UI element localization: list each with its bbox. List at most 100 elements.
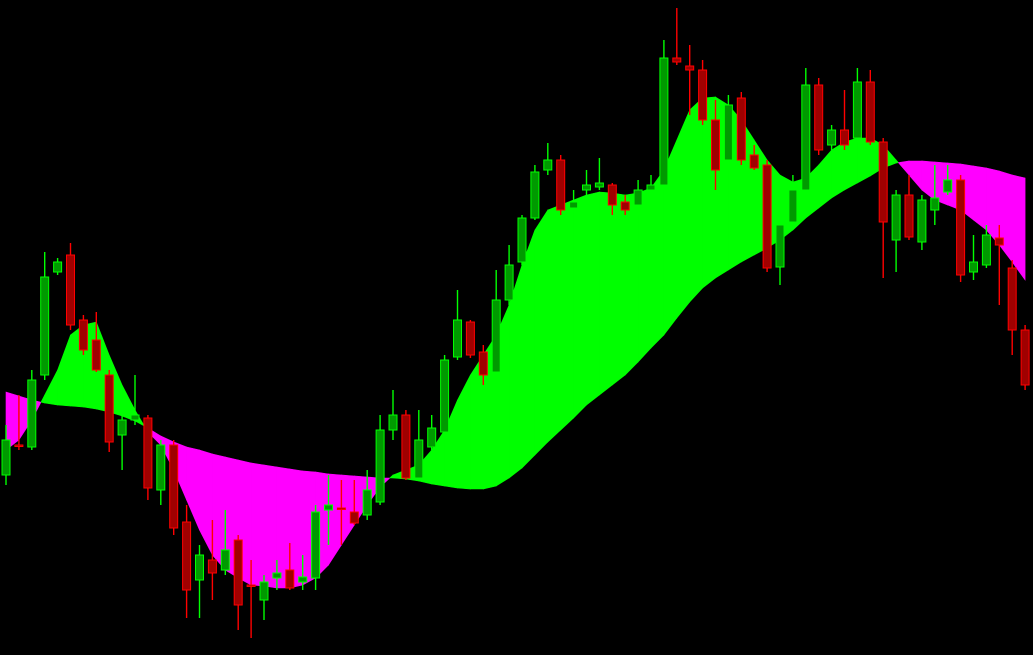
candle-body xyxy=(891,194,901,241)
cloud-segment xyxy=(650,169,665,349)
candle-body xyxy=(324,504,333,511)
candle-body xyxy=(491,299,501,373)
candle-body xyxy=(878,141,888,223)
candle-body xyxy=(311,511,321,579)
candle-body xyxy=(736,97,746,161)
candle-body xyxy=(633,189,643,206)
candle-body xyxy=(504,264,514,301)
candle-body xyxy=(582,184,591,191)
candle-body xyxy=(852,81,862,139)
cloud-segment xyxy=(534,208,549,456)
candle-body xyxy=(659,57,669,186)
candle-body xyxy=(259,581,269,601)
candle-body xyxy=(801,84,811,191)
candle-body xyxy=(362,489,372,516)
candle-body xyxy=(646,184,656,191)
candle-body xyxy=(14,444,24,447)
candle-body xyxy=(607,184,617,206)
candle-body xyxy=(788,189,798,223)
candle-body xyxy=(53,261,63,273)
candle-body xyxy=(930,197,940,211)
candle-body xyxy=(233,539,243,606)
candle-body xyxy=(672,57,682,63)
candle-body xyxy=(711,119,720,171)
candle-body xyxy=(827,129,837,146)
cloud-segment xyxy=(844,137,858,191)
candle-body xyxy=(40,276,50,376)
cloud-segment xyxy=(831,141,845,199)
candle-body xyxy=(620,201,630,211)
candle-body xyxy=(117,419,127,436)
candle-body xyxy=(465,321,475,356)
candle-body xyxy=(556,159,566,211)
candle-body xyxy=(1007,267,1017,331)
candle-body xyxy=(349,511,359,524)
cloud-segment xyxy=(624,192,639,376)
candle-body xyxy=(440,359,450,433)
candle-body xyxy=(388,414,398,431)
candle-body xyxy=(478,351,488,376)
candle-body xyxy=(130,414,140,421)
cloud-segment xyxy=(586,191,600,406)
candle-body xyxy=(453,319,462,358)
candle-body xyxy=(1020,329,1030,386)
cloud-segment xyxy=(973,165,987,231)
cloud-segment xyxy=(599,191,613,396)
cloud-segment xyxy=(611,192,626,386)
candle-body xyxy=(762,164,772,269)
candle-body xyxy=(530,171,540,219)
cloud-segment xyxy=(521,229,536,469)
candle-body xyxy=(749,154,759,169)
candle-body xyxy=(840,129,849,146)
candle-body xyxy=(775,224,785,268)
candle-body xyxy=(401,414,411,479)
candle-body xyxy=(169,444,179,529)
candle-body xyxy=(917,199,927,243)
candle-body xyxy=(272,572,282,579)
candle-body xyxy=(336,507,346,510)
candle-body xyxy=(685,65,695,71)
cloud-segment xyxy=(895,159,899,164)
candle-body xyxy=(246,584,256,587)
candle-body xyxy=(375,429,385,503)
candle-body xyxy=(1,439,11,476)
candle-body xyxy=(182,521,192,591)
cloud-segment xyxy=(676,109,691,319)
candle-body xyxy=(814,84,824,151)
candle-body xyxy=(943,179,953,193)
cloud-segment xyxy=(263,464,278,589)
candle-body xyxy=(517,217,527,263)
cloud-segment xyxy=(689,97,703,303)
candle-body xyxy=(981,234,991,266)
candle-body xyxy=(543,159,553,171)
candle-body xyxy=(195,554,204,581)
cloud-segment xyxy=(857,137,871,184)
cloud-segment xyxy=(637,187,652,363)
candle-body xyxy=(594,182,604,188)
cloud-segment xyxy=(1011,174,1026,281)
candle-body xyxy=(969,261,978,273)
candle-body xyxy=(220,549,230,571)
candle-body xyxy=(298,576,308,583)
candle-body xyxy=(27,379,37,448)
candle-body xyxy=(143,417,153,489)
candle-body xyxy=(956,179,966,276)
candle-body xyxy=(904,194,914,238)
candle-body xyxy=(156,444,166,491)
cloud-segment xyxy=(573,194,587,419)
cloud-segment xyxy=(250,462,265,587)
candle-body xyxy=(723,104,733,161)
candle-body xyxy=(865,81,875,143)
candle-body xyxy=(427,427,437,448)
cloud-segment xyxy=(560,199,574,431)
candle-body xyxy=(91,339,101,371)
candle-body xyxy=(994,237,1004,246)
candle-body xyxy=(207,559,217,574)
candle-body xyxy=(414,439,424,479)
cloud-segment xyxy=(547,204,562,443)
candle-body xyxy=(569,201,579,209)
candle-body xyxy=(698,69,708,121)
candle-body xyxy=(66,254,75,326)
